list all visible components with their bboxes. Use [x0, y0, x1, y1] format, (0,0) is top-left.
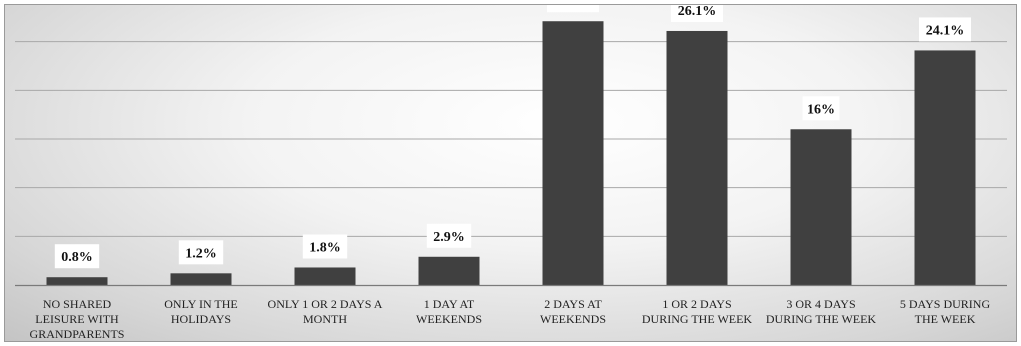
category-label-line: WEEKENDS	[416, 312, 482, 326]
bar-2	[294, 267, 356, 285]
data-label-text-4: 27.1%	[554, 5, 593, 9]
data-label-text-1: 1.2%	[185, 246, 217, 261]
category-label-line: ONLY IN THE	[164, 297, 237, 311]
category-label-line: HOLIDAYS	[171, 312, 231, 326]
data-label-box-5	[671, 5, 723, 22]
data-label-5: 26.1%	[671, 5, 723, 22]
data-label-box-2	[302, 234, 348, 259]
category-label-line: DURING THE WEEK	[766, 312, 877, 326]
data-label-1: 1.2%	[178, 240, 224, 265]
category-label-line: 5 DAYS DURING	[900, 297, 991, 311]
bar-6	[790, 129, 852, 285]
category-label-line: 1 OR 2 DAYS	[662, 297, 731, 311]
data-label-6: 16%	[802, 96, 840, 121]
category-label-line: ONLY 1 OR 2 DAYS A	[268, 297, 383, 311]
data-label-2: 1.8%	[302, 234, 348, 259]
category-label-2: ONLY 1 OR 2 DAYS A MONTH	[268, 297, 383, 326]
category-label-1: ONLY IN THE HOLIDAYS	[164, 297, 237, 326]
bar-5	[666, 30, 728, 286]
category-label-line: 1 DAY AT	[424, 297, 475, 311]
category-label-line: NO SHARED	[43, 297, 112, 311]
data-label-7: 24.1%	[919, 17, 971, 42]
category-label-line: LEISURE WITH	[35, 312, 119, 326]
gridlines	[15, 41, 1007, 237]
category-label-line: WEEKENDS	[540, 312, 606, 326]
category-label-line: GRANDPARENTS	[30, 327, 125, 341]
data-labels: 0.8% 1.2% 1.8% 2.9% 27.1% 26.1% 16% 24.1%	[54, 5, 971, 269]
bar-3	[418, 256, 480, 285]
data-label-box-3	[426, 223, 472, 248]
data-label-3: 2.9%	[426, 223, 472, 248]
bars	[46, 21, 976, 286]
data-label-text-2: 1.8%	[309, 240, 341, 255]
category-label-line: 2 DAYS AT	[544, 297, 602, 311]
data-label-box-4	[547, 5, 599, 13]
data-label-box-7	[919, 17, 971, 42]
category-label-0: NO SHARED LEISURE WITH GRANDPARENTS	[30, 297, 125, 341]
category-label-line: DURING THE WEEK	[642, 312, 753, 326]
category-label-5: 1 OR 2 DAYS DURING THE WEEK	[642, 297, 753, 326]
category-label-7: 5 DAYS DURING THE WEEK	[900, 297, 991, 326]
data-label-box-6	[802, 96, 840, 121]
category-labels: NO SHARED LEISURE WITH GRANDPARENTS ONLY IN…	[30, 297, 991, 341]
chart-area: 0.8% 1.2% 1.8% 2.9% 27.1% 26.1% 16% 24.1% NO SH…	[4, 4, 1017, 342]
data-label-text-6: 16%	[807, 102, 835, 117]
data-label-4: 27.1%	[547, 5, 599, 13]
bar-1	[170, 273, 232, 285]
data-label-text-7: 24.1%	[926, 23, 965, 38]
bar-7	[914, 50, 976, 285]
category-label-line: 3 OR 4 DAYS	[786, 297, 855, 311]
bar-chart: 0.8% 1.2% 1.8% 2.9% 27.1% 26.1% 16% 24.1% NO SH…	[15, 5, 1007, 341]
category-label-4: 2 DAYS AT WEEKENDS	[540, 297, 606, 326]
bar-0	[46, 277, 108, 285]
category-label-3: 1 DAY AT WEEKENDS	[416, 297, 482, 326]
data-label-box-1	[178, 240, 224, 265]
category-label-line: THE WEEK	[915, 312, 976, 326]
category-label-line: MONTH	[303, 312, 347, 326]
category-label-6: 3 OR 4 DAYS DURING THE WEEK	[766, 297, 877, 326]
data-label-text-3: 2.9%	[433, 230, 465, 245]
data-label-text-5: 26.1%	[678, 5, 717, 19]
data-label-0: 0.8%	[54, 244, 100, 269]
data-label-text-0: 0.8%	[61, 250, 93, 265]
data-label-box-0	[54, 244, 100, 269]
bar-4	[542, 21, 604, 286]
